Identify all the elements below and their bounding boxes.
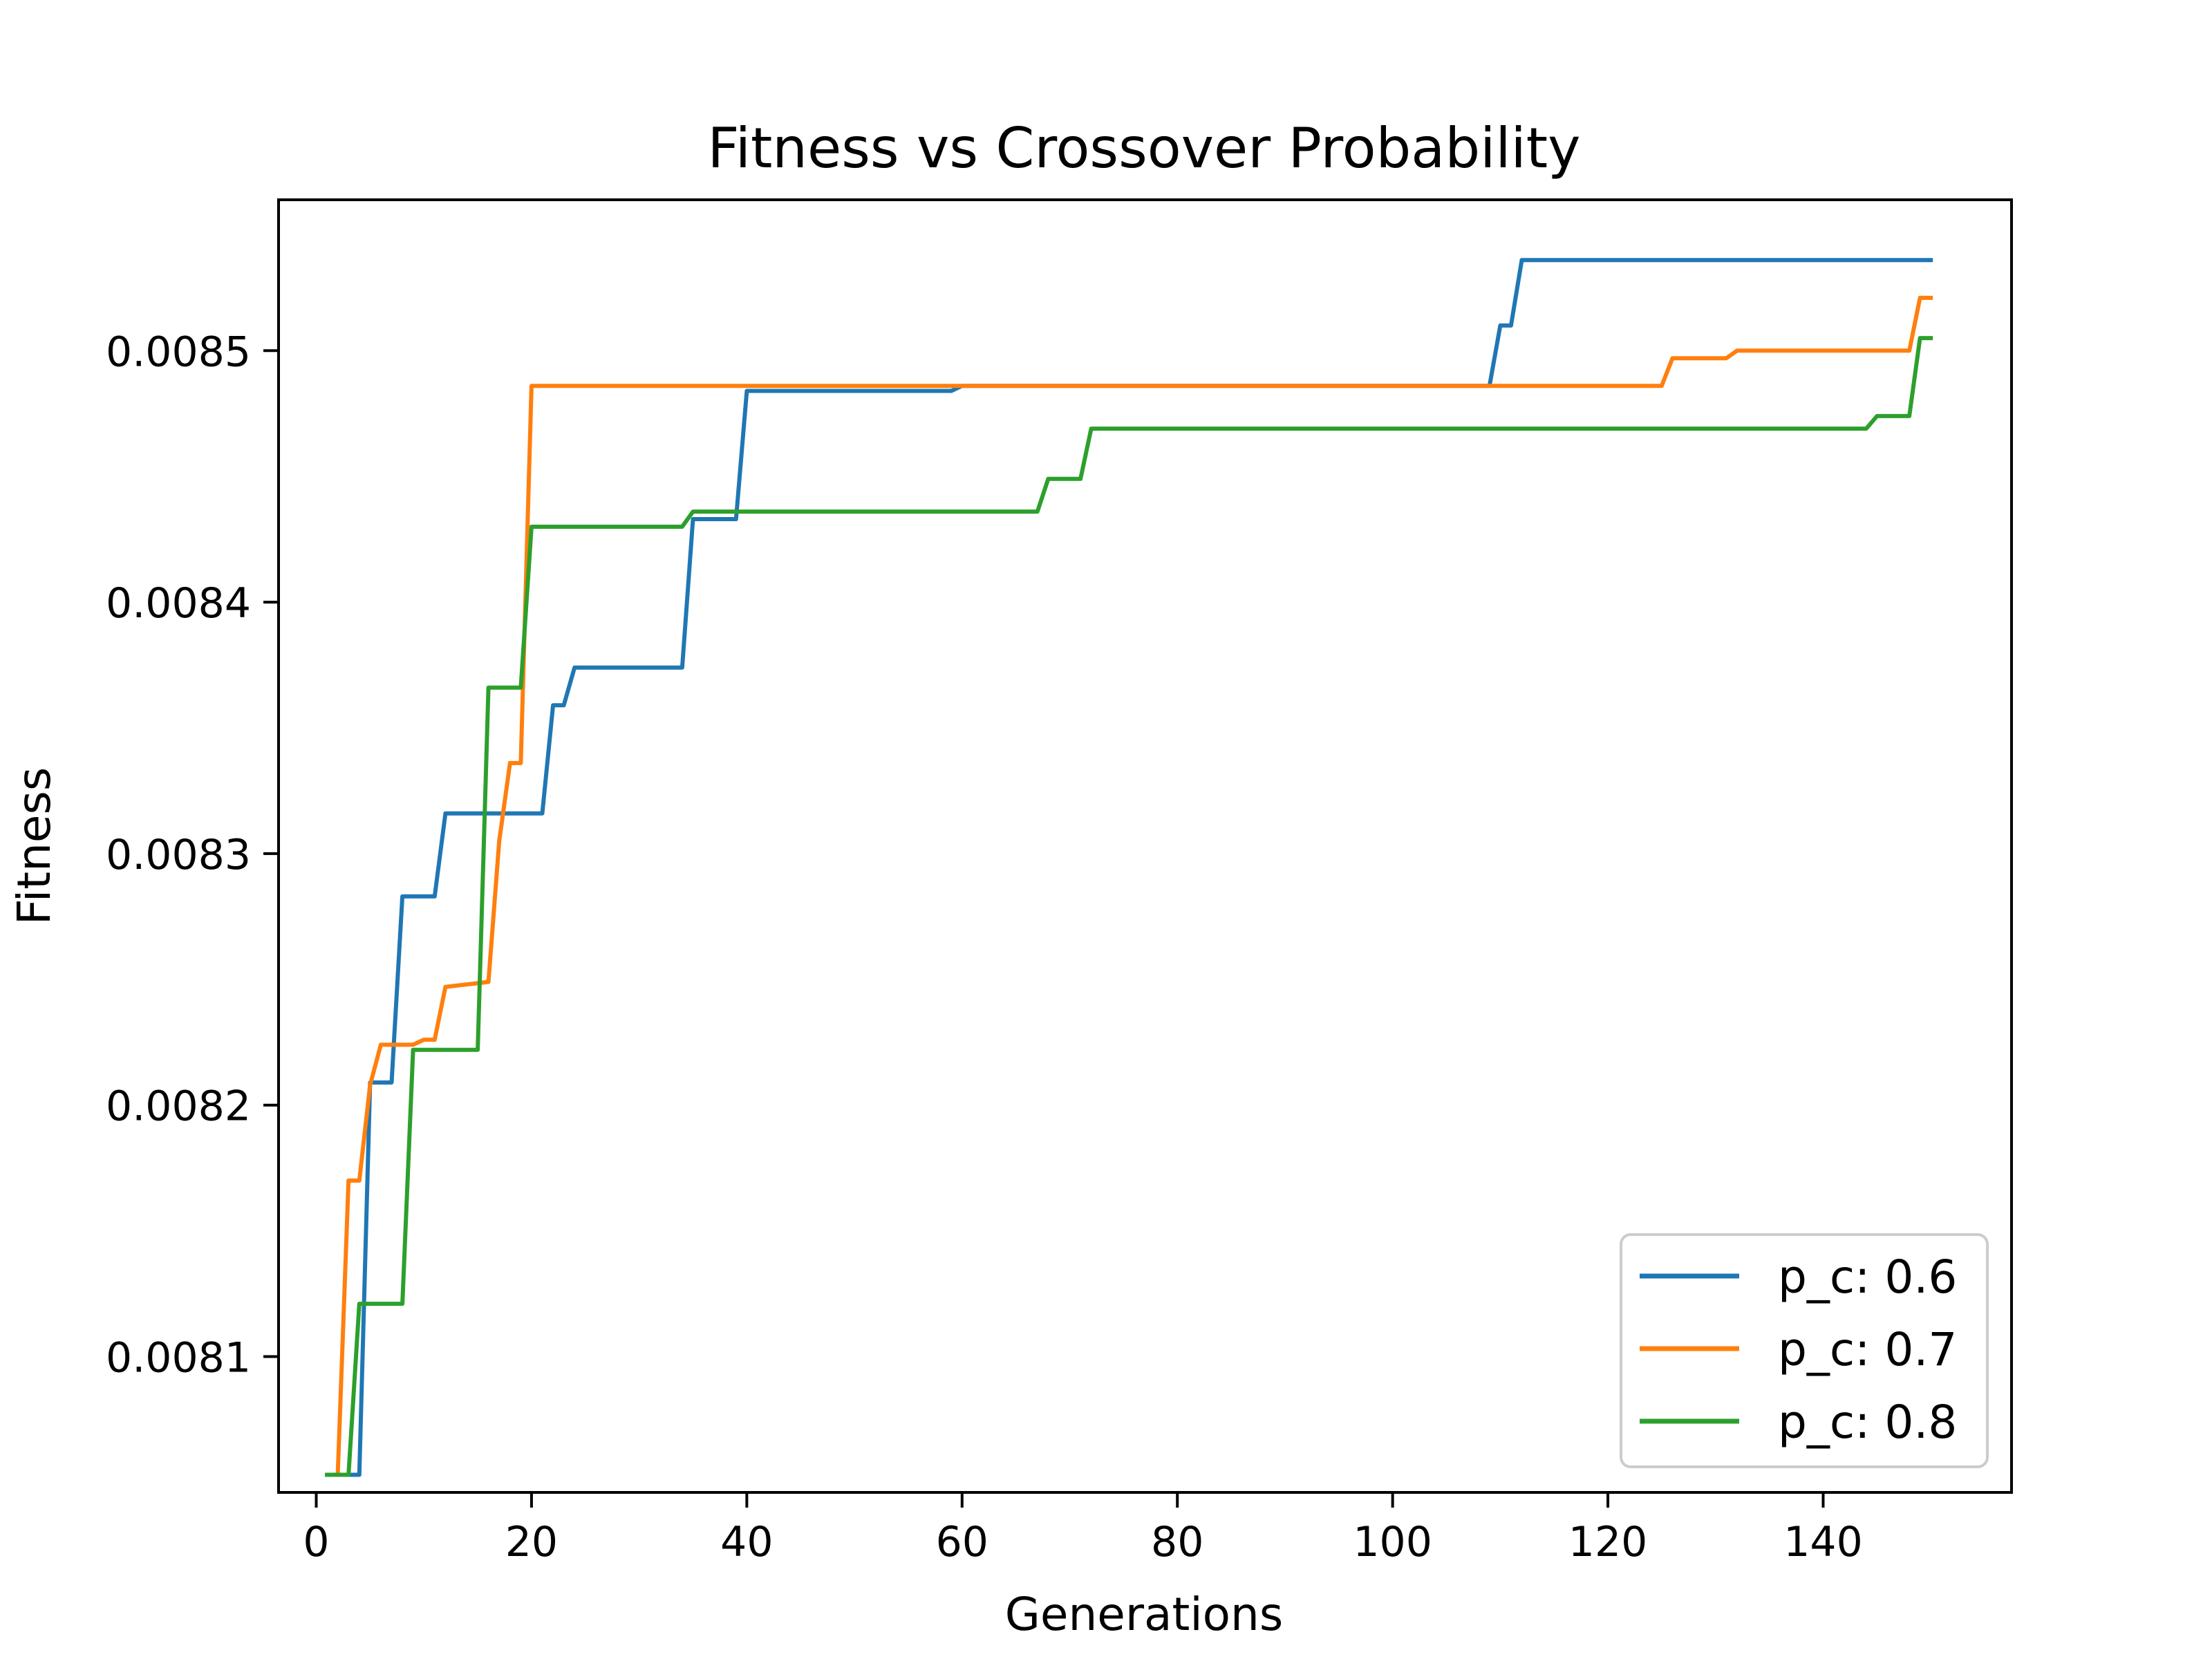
x-tick-label: 20 bbox=[505, 1518, 558, 1566]
y-axis-label: Fitness bbox=[8, 767, 61, 926]
y-axis: 0.0081 0.0082 0.0083 0.0084 0.0085 bbox=[106, 328, 279, 1382]
x-tick-label: 120 bbox=[1568, 1518, 1648, 1566]
x-axis-label: Generations bbox=[1005, 1588, 1284, 1641]
legend-box bbox=[1620, 1233, 1989, 1468]
series-line-3 bbox=[325, 336, 1933, 1477]
x-tick-label: 100 bbox=[1353, 1518, 1432, 1566]
x-axis: 0 20 40 60 80 100 120 140 bbox=[303, 1492, 1863, 1566]
legend-label-2: p_c: 0.7 bbox=[1778, 1323, 1957, 1376]
y-tick-label: 0.0085 bbox=[106, 328, 251, 376]
y-tick-label: 0.0081 bbox=[106, 1334, 251, 1382]
legend-label-1: p_c: 0.6 bbox=[1778, 1250, 1957, 1304]
chart-title: Fitness vs Crossover Probability bbox=[708, 116, 1581, 180]
legend: p_c: 0.6 p_c: 0.7 p_c: 0.8 bbox=[1620, 1233, 1989, 1468]
legend-label-3: p_c: 0.8 bbox=[1778, 1396, 1957, 1449]
x-tick-label: 40 bbox=[720, 1518, 773, 1566]
series-line-1 bbox=[325, 258, 1933, 1477]
y-tick-label: 0.0084 bbox=[106, 579, 251, 628]
y-tick-label: 0.0083 bbox=[106, 831, 251, 879]
series-layer bbox=[325, 258, 1933, 1477]
x-tick-label: 0 bbox=[303, 1518, 329, 1566]
x-tick-label: 80 bbox=[1151, 1518, 1203, 1566]
y-tick-label: 0.0082 bbox=[106, 1082, 251, 1131]
series-line-2 bbox=[325, 295, 1933, 1477]
x-tick-label: 140 bbox=[1783, 1518, 1863, 1566]
x-tick-label: 60 bbox=[936, 1518, 988, 1566]
plot-area-frame bbox=[277, 198, 2013, 1494]
